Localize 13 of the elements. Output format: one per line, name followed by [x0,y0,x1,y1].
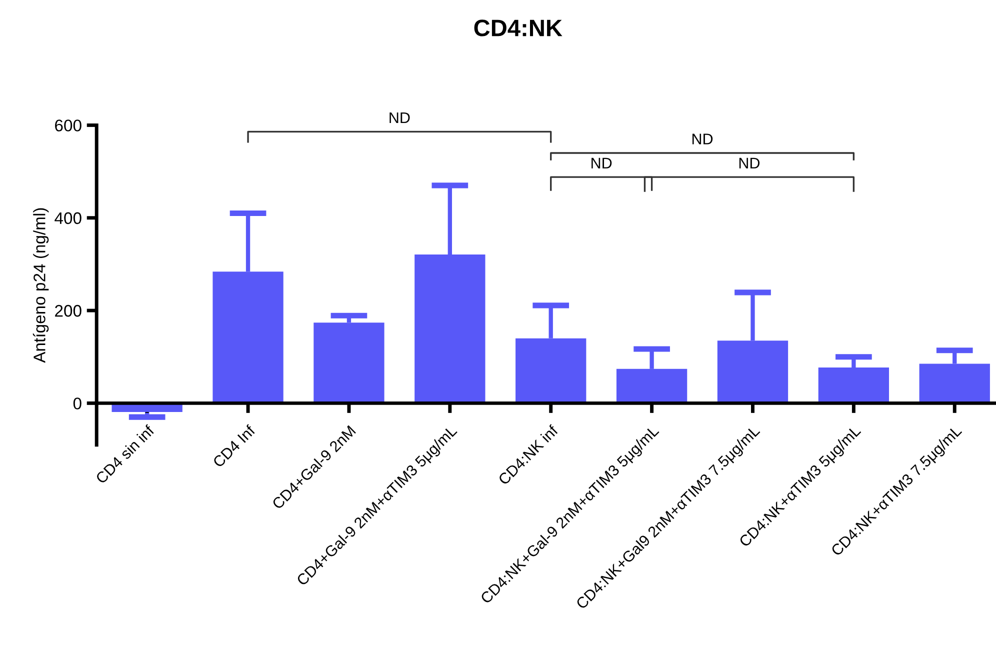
y-tick-label: 600 [55,120,82,132]
annotation: ND [592,158,612,168]
y-tick-label: 400 [54,212,82,224]
y-axis-title: Antígeno p24 (ng/ml) [32,208,49,363]
annotation: ND [692,134,713,144]
annotation: ND [739,158,760,168]
x-tick-label: CD4 Inf [212,424,256,468]
chart-title: CD4:NK [474,20,562,36]
bar [314,322,384,404]
y-tick-label: 0 [73,398,82,410]
y-tick-label: 200 [55,304,82,317]
text: ND [390,112,410,123]
x-tick-label: CD4 sin inf [94,424,156,484]
